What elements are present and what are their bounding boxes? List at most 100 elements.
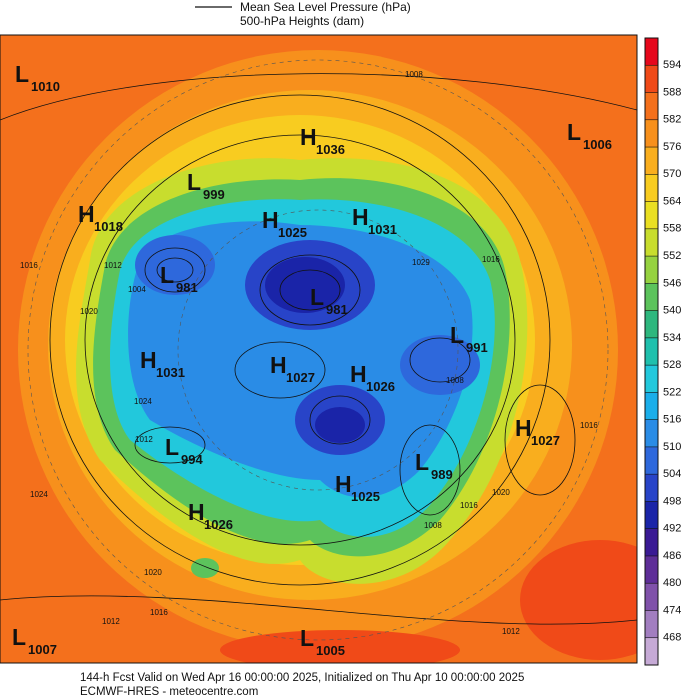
isobar-label: 1020 bbox=[144, 568, 162, 577]
pressure-center-type: L bbox=[15, 61, 29, 87]
colorbar-tick-label: 540 bbox=[663, 305, 681, 317]
color-swatch bbox=[645, 147, 658, 175]
color-swatch bbox=[645, 446, 658, 475]
pressure-center-type: L bbox=[12, 624, 26, 650]
color-swatch bbox=[645, 92, 658, 121]
isobar-label: 1008 bbox=[446, 376, 464, 385]
colorbar-tick-label: 522 bbox=[663, 386, 681, 398]
isobar-label: 1029 bbox=[412, 258, 430, 267]
pressure-center-value: 1027 bbox=[286, 370, 315, 385]
isobar-label: 1020 bbox=[492, 488, 510, 497]
colorbar-tick-label: 564 bbox=[663, 195, 681, 207]
pressure-center-value: 991 bbox=[466, 340, 488, 355]
pressure-center-value: 1026 bbox=[204, 517, 233, 532]
pressure-center-type: L bbox=[415, 449, 429, 475]
pressure-center-value: 1025 bbox=[278, 225, 307, 240]
isobar-label: 1016 bbox=[20, 261, 38, 270]
colorbar-tick-label: 570 bbox=[663, 168, 681, 180]
pressure-center-value: 1005 bbox=[316, 643, 345, 658]
colorbar-tick-label: 480 bbox=[663, 577, 681, 589]
colorbar-tick-label: 510 bbox=[663, 441, 681, 453]
pressure-center-type: L bbox=[567, 119, 581, 145]
pressure-center-value: 1006 bbox=[583, 137, 612, 152]
isobar-label: 1012 bbox=[502, 627, 520, 636]
color-swatch bbox=[645, 174, 658, 203]
isobar-label: 1012 bbox=[104, 261, 122, 270]
pressure-center-type: H bbox=[352, 204, 369, 230]
pressure-center-type: H bbox=[350, 361, 367, 387]
colorbar-tick-label: 546 bbox=[663, 277, 681, 289]
pressure-center-type: L bbox=[160, 262, 174, 288]
isobar-label: 1008 bbox=[405, 70, 423, 79]
color-swatch bbox=[645, 419, 658, 448]
colorbar-tick-label: 498 bbox=[663, 495, 681, 507]
pressure-center-value: 1010 bbox=[31, 79, 60, 94]
color-swatch bbox=[645, 337, 658, 366]
colorbar-frame bbox=[644, 37, 659, 666]
color-swatch bbox=[645, 474, 658, 502]
color-swatch bbox=[645, 555, 658, 584]
color-swatch bbox=[645, 610, 658, 639]
pressure-center-type: H bbox=[262, 207, 279, 233]
colorbar-tick-label: 534 bbox=[663, 332, 681, 344]
color-swatch bbox=[645, 283, 658, 312]
pressure-center-value: 1031 bbox=[368, 222, 397, 237]
color-swatch bbox=[645, 38, 658, 66]
pressure-center-value: 1025 bbox=[351, 489, 380, 504]
colorbar-tick-label: 516 bbox=[663, 414, 681, 426]
pressure-center-value: 981 bbox=[326, 302, 348, 317]
pressure-center-value: 989 bbox=[431, 467, 453, 482]
color-swatch bbox=[645, 201, 658, 230]
color-swatch bbox=[645, 528, 658, 557]
color-swatch bbox=[645, 583, 658, 611]
pressure-center-type: H bbox=[515, 415, 532, 441]
pressure-center-type: L bbox=[450, 322, 464, 348]
isobar-label: 1016 bbox=[482, 255, 500, 264]
legend-text: 500-hPa Heights (dam) bbox=[240, 14, 364, 28]
isobar-label: 1012 bbox=[135, 435, 153, 444]
color-swatch bbox=[645, 65, 658, 94]
colorbar-tick-label: 576 bbox=[663, 141, 681, 153]
pressure-center-value: 1027 bbox=[531, 433, 560, 448]
color-swatch bbox=[645, 365, 658, 393]
pressure-center-value: 1031 bbox=[156, 365, 185, 380]
isobar-label: 1024 bbox=[30, 490, 48, 499]
color-swatch bbox=[645, 119, 658, 148]
legend-text: Mean Sea Level Pressure (hPa) bbox=[240, 0, 411, 14]
footer-text: ECMWF-HRES - meteocentre.com bbox=[80, 686, 258, 698]
isobar-label: 1016 bbox=[580, 421, 598, 430]
pressure-center-type: L bbox=[310, 284, 324, 310]
pressure-center-value: 994 bbox=[181, 452, 203, 467]
pressure-center-type: H bbox=[300, 124, 317, 150]
isobar-label: 1020 bbox=[80, 307, 98, 316]
pressure-center-type: H bbox=[270, 352, 287, 378]
footer-text: 144-h Fcst Valid on Wed Apr 16 00:00:00 … bbox=[80, 672, 524, 684]
pressure-center-value: 1007 bbox=[28, 642, 57, 657]
pressure-center-type: H bbox=[188, 499, 205, 525]
pressure-center-type: L bbox=[300, 625, 314, 651]
pressure-center-type: H bbox=[78, 201, 95, 227]
isobar-label: 1012 bbox=[102, 617, 120, 626]
colorbar-tick-label: 504 bbox=[663, 468, 681, 480]
colorbar-tick-label: 468 bbox=[663, 632, 681, 644]
isobar-label: 1004 bbox=[128, 285, 146, 294]
map-field bbox=[0, 35, 637, 663]
map-frame bbox=[0, 34, 638, 664]
colorbar-tick-label: 474 bbox=[663, 604, 681, 616]
isobar-label: 1016 bbox=[460, 501, 478, 510]
color-swatch bbox=[645, 637, 658, 666]
pressure-center-value: 1036 bbox=[316, 142, 345, 157]
colorbar-tick-label: 558 bbox=[663, 223, 681, 235]
pressure-center-value: 1026 bbox=[366, 379, 395, 394]
pressure-center-type: L bbox=[165, 434, 179, 460]
color-swatch bbox=[645, 501, 658, 530]
pressure-center-value: 999 bbox=[203, 187, 225, 202]
colorbar-tick-label: 492 bbox=[663, 523, 681, 535]
pressure-center-value: 981 bbox=[176, 280, 198, 295]
isobar-label: 1008 bbox=[424, 521, 442, 530]
color-swatch bbox=[645, 392, 658, 421]
colorbar-tick-label: 594 bbox=[663, 59, 681, 71]
color-swatch bbox=[645, 256, 658, 284]
